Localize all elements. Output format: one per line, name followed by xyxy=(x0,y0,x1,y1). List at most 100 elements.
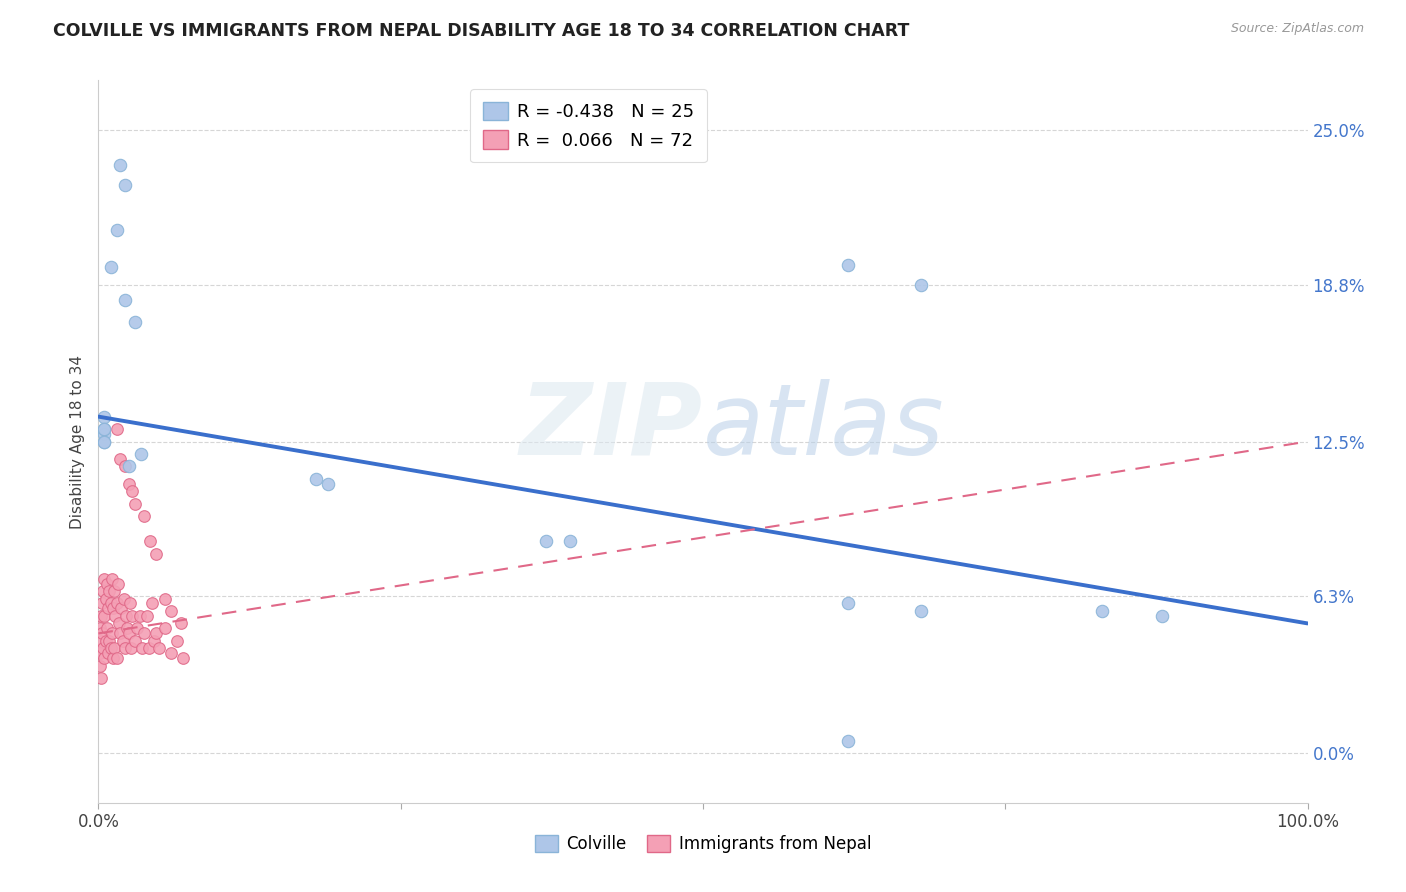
Y-axis label: Disability Age 18 to 34: Disability Age 18 to 34 xyxy=(70,354,86,529)
Point xyxy=(91,584,114,599)
Point xyxy=(90,671,112,685)
Point xyxy=(111,633,134,648)
Point xyxy=(153,591,176,606)
Point xyxy=(108,158,131,172)
Point xyxy=(93,609,115,624)
Point xyxy=(837,597,859,611)
Point xyxy=(112,591,135,606)
Point xyxy=(100,641,122,656)
Point xyxy=(94,633,117,648)
Point xyxy=(135,609,157,624)
Point xyxy=(100,572,122,586)
Point xyxy=(118,626,141,640)
Point xyxy=(129,447,152,461)
Point xyxy=(107,576,129,591)
Point xyxy=(91,597,114,611)
Text: COLVILLE VS IMMIGRANTS FROM NEPAL DISABILITY AGE 18 TO 34 CORRELATION CHART: COLVILLE VS IMMIGRANTS FROM NEPAL DISABI… xyxy=(53,22,910,40)
Point xyxy=(1091,604,1114,618)
Point xyxy=(118,476,141,491)
Point xyxy=(93,572,115,586)
Point xyxy=(105,223,128,237)
Text: Source: ZipAtlas.com: Source: ZipAtlas.com xyxy=(1230,22,1364,36)
Point xyxy=(160,604,183,618)
Point xyxy=(141,597,163,611)
Point xyxy=(90,633,112,648)
Point xyxy=(93,422,115,436)
Point xyxy=(96,576,118,591)
Point xyxy=(89,621,111,635)
Point xyxy=(120,641,142,656)
Point xyxy=(143,633,166,648)
Point xyxy=(114,459,136,474)
Point xyxy=(93,651,115,665)
Point xyxy=(134,509,156,524)
Point xyxy=(837,258,859,272)
Point xyxy=(103,641,125,656)
Point xyxy=(124,315,146,329)
Point xyxy=(124,497,146,511)
Point xyxy=(108,626,131,640)
Point xyxy=(104,609,127,624)
Point xyxy=(148,641,170,656)
Point xyxy=(128,609,150,624)
Point xyxy=(118,459,141,474)
Point xyxy=(114,293,136,307)
Point xyxy=(139,534,162,549)
Point xyxy=(98,584,121,599)
Point xyxy=(145,626,167,640)
Point xyxy=(114,641,136,656)
Point xyxy=(100,597,122,611)
Point xyxy=(101,601,124,615)
Point xyxy=(93,409,115,424)
Point xyxy=(131,641,153,656)
Point xyxy=(127,621,149,635)
Point xyxy=(100,260,122,274)
Point xyxy=(558,534,581,549)
Legend: Colville, Immigrants from Nepal: Colville, Immigrants from Nepal xyxy=(529,828,877,860)
Point xyxy=(910,277,932,292)
Point xyxy=(1152,609,1174,624)
Point xyxy=(96,621,118,635)
Point xyxy=(89,646,111,660)
Point xyxy=(108,452,131,467)
Point xyxy=(166,633,188,648)
Point xyxy=(103,584,125,599)
Point xyxy=(114,178,136,192)
Point xyxy=(121,609,143,624)
Point xyxy=(117,621,139,635)
Point xyxy=(108,616,131,631)
Point xyxy=(90,609,112,624)
Point xyxy=(124,633,146,648)
Point xyxy=(105,422,128,436)
Point xyxy=(115,609,138,624)
Point xyxy=(93,427,115,442)
Point xyxy=(105,597,128,611)
Point xyxy=(93,434,115,449)
Point xyxy=(97,601,120,615)
Point xyxy=(134,626,156,640)
Point xyxy=(98,633,121,648)
Point xyxy=(121,484,143,499)
Text: ZIP: ZIP xyxy=(520,378,703,475)
Point xyxy=(110,601,132,615)
Point xyxy=(97,646,120,660)
Point xyxy=(93,434,115,449)
Point xyxy=(910,604,932,618)
Point xyxy=(172,651,194,665)
Point xyxy=(101,651,124,665)
Point xyxy=(89,658,111,673)
Point xyxy=(138,641,160,656)
Point xyxy=(91,626,114,640)
Point xyxy=(837,733,859,747)
Text: atlas: atlas xyxy=(703,378,945,475)
Point xyxy=(145,547,167,561)
Point xyxy=(153,621,176,635)
Point xyxy=(93,422,115,436)
Point xyxy=(91,641,114,656)
Point xyxy=(105,651,128,665)
Point xyxy=(316,476,339,491)
Point xyxy=(305,472,328,486)
Point xyxy=(169,616,191,631)
Point xyxy=(100,626,122,640)
Point xyxy=(534,534,557,549)
